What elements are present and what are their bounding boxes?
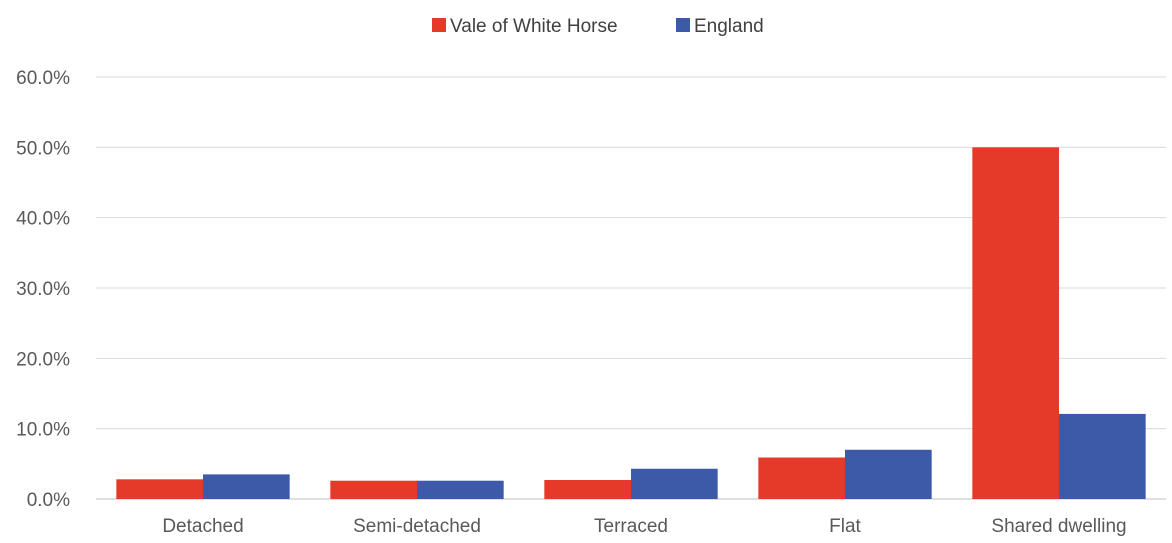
x-tick-label: Detached — [162, 516, 243, 537]
x-tick-label: Flat — [829, 516, 861, 537]
legend: Vale of White Horse England — [432, 16, 764, 37]
bar — [631, 468, 718, 499]
x-tick-label: Terraced — [594, 516, 668, 537]
bar — [116, 479, 203, 499]
x-axis-ticks: Detached Semi-detached Terraced Flat Shared … — [162, 516, 1126, 537]
y-tick-label: 60.0% — [16, 68, 70, 89]
y-tick-label: 0.0% — [27, 490, 70, 511]
bar — [203, 474, 290, 499]
bar — [417, 480, 504, 499]
legend-label: England — [694, 16, 764, 37]
legend-swatch — [676, 18, 690, 32]
y-tick-label: 20.0% — [16, 349, 70, 370]
bar — [1059, 413, 1146, 499]
legend-label: Vale of White Horse — [450, 16, 618, 37]
y-tick-label: 10.0% — [16, 420, 70, 441]
bar — [544, 480, 631, 499]
y-tick-label: 30.0% — [16, 279, 70, 300]
legend-swatch — [432, 18, 446, 32]
bar — [330, 480, 417, 499]
bar — [758, 457, 845, 499]
y-tick-label: 50.0% — [16, 138, 70, 159]
bar — [845, 449, 932, 499]
gridlines — [96, 76, 1166, 500]
x-tick-label: Shared dwelling — [991, 516, 1126, 537]
bars — [116, 147, 1146, 500]
y-axis-ticks: 0.0% 10.0% 20.0% 30.0% 40.0% 50.0% 60.0% — [16, 68, 70, 511]
y-tick-label: 40.0% — [16, 209, 70, 230]
x-tick-label: Semi-detached — [353, 516, 481, 537]
bar — [972, 147, 1059, 500]
